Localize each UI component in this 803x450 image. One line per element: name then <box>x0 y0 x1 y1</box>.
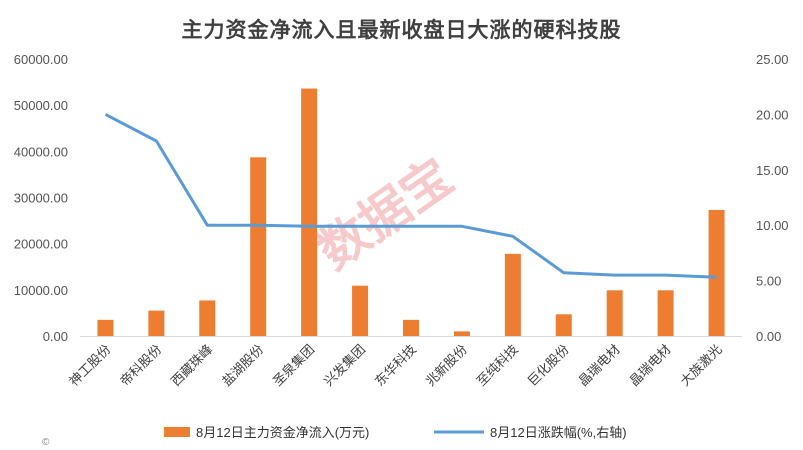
right-axis-tick-label: 25.00 <box>756 52 789 67</box>
bar <box>555 314 572 336</box>
bar <box>657 290 674 336</box>
line-series <box>104 113 717 279</box>
category-label: 盐湖股份 <box>219 342 266 389</box>
category-label: 兆新股份 <box>423 342 470 389</box>
bar <box>453 331 470 336</box>
left-axis-tick-label: 20000.00 <box>14 237 68 252</box>
bar <box>708 209 725 336</box>
legend-bar-label: 8月12日主力资金净流入(万元) <box>196 425 369 440</box>
left-axis-tick-label: 0.00 <box>43 329 68 344</box>
left-axis-tick-label: 60000.00 <box>14 52 68 67</box>
watermark: 数据宝 <box>308 148 463 280</box>
bar <box>250 157 267 336</box>
bar <box>97 319 114 336</box>
bar <box>301 88 318 337</box>
category-label: 圣泉集团 <box>270 342 317 389</box>
bar <box>504 253 521 336</box>
category-label: 巨化股份 <box>525 342 572 389</box>
left-axis-tick-label: 40000.00 <box>14 144 68 159</box>
category-label: 兴发集团 <box>321 342 368 389</box>
chart-title: 主力资金净流入且最新收盘日大涨的硬科技股 <box>181 19 622 42</box>
bar <box>148 310 165 336</box>
line-path <box>104 113 717 279</box>
category-label: 晶瑞电材 <box>575 342 622 389</box>
right-axis: 0.00 5.00 10.00 15.00 20.00 25.00 <box>756 52 789 344</box>
right-axis-tick-label: 10.00 <box>756 218 789 233</box>
left-axis-tick-label: 10000.00 <box>14 283 68 298</box>
category-label: 神工股份 <box>66 342 113 389</box>
bar <box>403 319 419 336</box>
bar-series <box>97 88 725 337</box>
bar <box>352 285 369 336</box>
legend: 8月12日主力资金净流入(万元) 8月12日涨跌幅(%,右轴) <box>164 425 627 440</box>
left-axis: 0.00 10000.00 20000.00 30000.00 40000.00 5000… <box>14 52 68 344</box>
legend-bar-swatch <box>164 427 190 437</box>
right-axis-tick-label: 0.00 <box>756 329 781 344</box>
bar <box>199 300 216 336</box>
copyright-symbol: © <box>42 437 50 448</box>
category-label: 东华科技 <box>372 342 419 389</box>
right-axis-tick-label: 5.00 <box>756 274 781 289</box>
left-axis-tick-label: 30000.00 <box>14 191 68 206</box>
legend-line-label: 8月12日涨跌幅(%,右轴) <box>490 425 627 440</box>
x-axis: 神工股份 帝科股份 西藏珠峰 盐湖股份 圣泉集团 兴发集团 东华科技 兆新股份 至纯科技 巨化股份… <box>66 336 742 389</box>
watermark-text: 数据宝 <box>308 148 463 280</box>
right-axis-tick-label: 20.00 <box>756 107 789 122</box>
bar <box>606 290 623 336</box>
category-label: 西藏珠峰 <box>168 342 215 389</box>
left-axis-tick-label: 50000.00 <box>14 98 68 113</box>
category-label: 晶瑞电材 <box>626 342 673 389</box>
category-label: 大族激光 <box>677 342 724 389</box>
right-axis-tick-label: 15.00 <box>756 163 789 178</box>
category-label: 至纯科技 <box>474 342 521 389</box>
category-label: 帝科股份 <box>117 342 164 389</box>
